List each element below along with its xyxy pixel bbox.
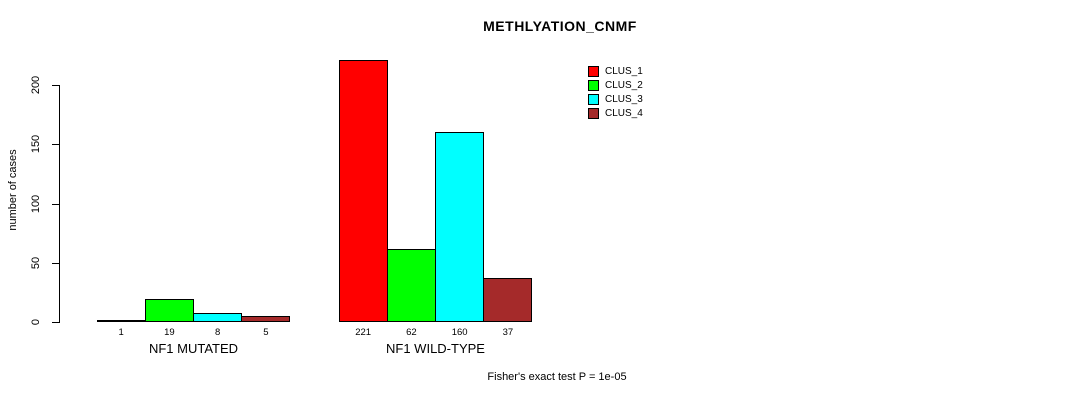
y-axis-tick [52,263,59,264]
bar-clus-4 [241,316,290,322]
bar-clus-3 [435,132,484,322]
y-axis-tick [52,85,59,86]
legend-swatch-clus-4 [588,108,599,119]
legend-label-clus-3: CLUS_3 [605,94,643,105]
y-axis-title: number of cases [7,149,19,231]
y-axis-tick-label: 50 [30,256,42,270]
legend-label-clus-1: CLUS_1 [605,66,643,77]
legend-label-clus-2: CLUS_2 [605,80,643,91]
bar-clus-4 [483,278,532,322]
y-axis-tick [52,144,59,145]
legend-item-clus-2: CLUS_2 [588,79,643,92]
y-axis-tick-label: 150 [30,134,42,154]
y-axis-tick-label: 200 [30,75,42,95]
bar-value-label: 19 [164,327,175,338]
legend-swatch-clus-3 [588,94,599,105]
bar-value-label: 5 [263,327,269,338]
bar-clus-1 [339,60,388,322]
bar-value-label: 8 [214,327,221,338]
y-axis-tick-label: 0 [30,318,42,326]
bar-value-label: 37 [502,327,514,338]
legend-item-clus-1: CLUS_1 [588,65,643,78]
bar-value-labels-nf1-wild-type: 221 62 160 37 [339,327,532,338]
x-category-label-nf1-mutated: NF1 MUTATED [148,341,239,356]
chart-title: METHLYATION_CNMF [483,18,637,34]
bar-value-label: 62 [406,327,417,338]
x-category-label-nf1-wild-type: NF1 WILD-TYPE [386,341,485,356]
legend-label-clus-4: CLUS_4 [605,108,643,119]
y-axis-line [59,85,60,323]
bar-value-label: 1 [118,327,124,338]
bar-group-nf1-wild-type [339,0,532,322]
bar-clus-1 [97,320,146,322]
bar-value-label: 221 [355,327,372,338]
legend-swatch-clus-1 [588,66,599,77]
bar-clus-3 [193,313,242,322]
bar-value-labels-nf1-mutated: 1 19 8 5 [97,327,290,338]
y-axis-tick-label: 100 [30,194,42,214]
legend-swatch-clus-2 [588,80,599,91]
bar-value-label: 160 [451,327,468,338]
y-axis-tick [52,204,59,205]
statistical-test-annotation: Fisher's exact test P = 1e-05 [487,371,627,383]
legend-item-clus-3: CLUS_3 [588,93,643,106]
legend-item-clus-4: CLUS_4 [588,107,643,120]
legend: CLUS_1 CLUS_2 CLUS_3 CLUS_4 [588,65,643,121]
bar-clus-2 [387,249,436,322]
bar-clus-2 [145,299,194,322]
bar-group-nf1-mutated [97,0,290,322]
y-axis-tick [52,322,59,323]
